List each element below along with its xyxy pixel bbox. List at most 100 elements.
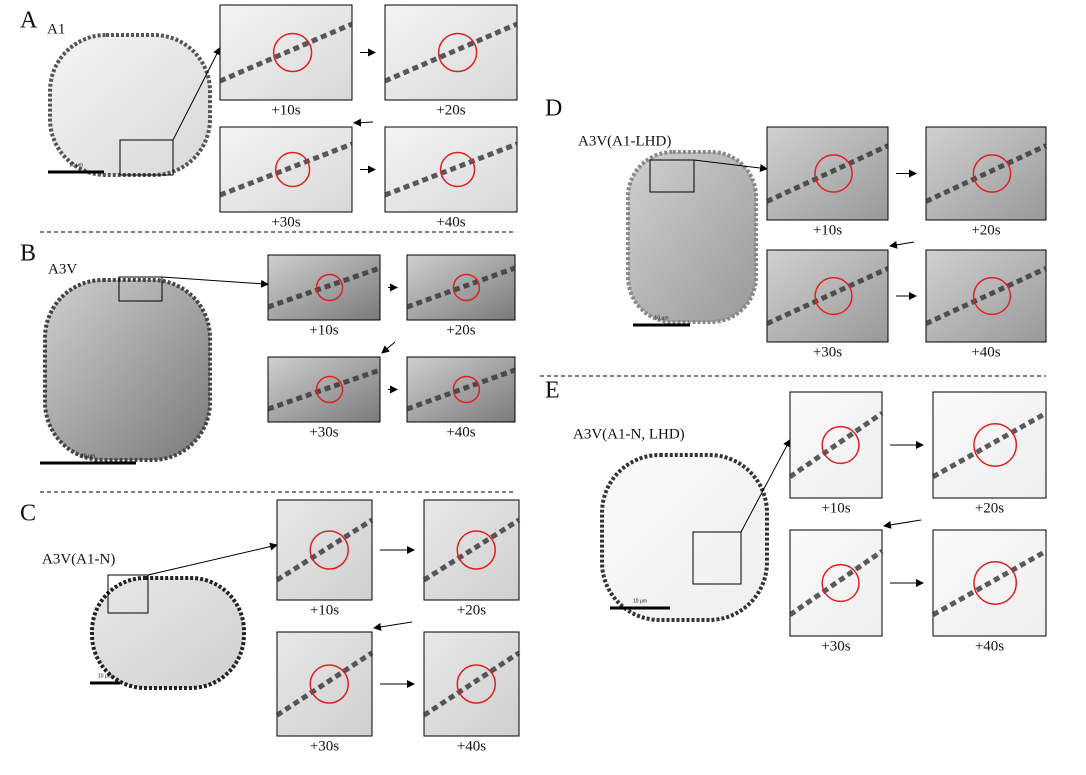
time-label: +10s	[813, 222, 842, 238]
highlight-circle	[972, 276, 1012, 316]
highlight-circle	[315, 375, 344, 404]
time-label: +30s	[271, 214, 300, 230]
time-label: +30s	[310, 738, 339, 754]
cell-image	[48, 33, 212, 177]
membrane	[219, 21, 353, 84]
time-label: +30s	[813, 344, 842, 360]
time-label: +10s	[310, 602, 339, 618]
construct-label: A3V(A1-LHD)	[578, 133, 671, 149]
sequence-arrow	[883, 519, 922, 529]
time-label: +40s	[975, 638, 1004, 654]
time-label: +30s	[821, 638, 850, 654]
time-frame	[267, 254, 381, 321]
time-frame	[766, 126, 889, 221]
construct-label: A3V(A1-N)	[42, 551, 115, 567]
cell-image	[43, 278, 212, 462]
membrane	[406, 367, 516, 412]
time-frame	[267, 356, 381, 423]
scale-bar-label: 10 μm	[633, 598, 647, 604]
highlight-circle	[456, 530, 496, 570]
membrane	[765, 266, 890, 326]
highlight-circle	[272, 32, 313, 73]
zoom-line	[172, 46, 221, 141]
time-label: +40s	[446, 424, 475, 440]
highlight-circle	[456, 664, 496, 704]
zoom-line	[740, 438, 791, 533]
cell-image	[600, 453, 769, 622]
panel-letter: D	[545, 96, 562, 122]
time-frame	[406, 254, 516, 321]
membrane	[924, 143, 1048, 204]
time-label: +20s	[975, 500, 1004, 516]
highlight-circle	[315, 273, 344, 302]
cell-image	[90, 576, 246, 690]
membrane	[384, 141, 518, 198]
cell-image	[626, 150, 758, 324]
membrane	[275, 650, 374, 718]
time-label: +30s	[309, 424, 338, 440]
roi-box	[119, 139, 174, 176]
time-label: +20s	[971, 222, 1000, 238]
highlight-circle	[973, 423, 1018, 467]
highlight-circle	[274, 151, 311, 188]
construct-label: A1	[47, 21, 65, 37]
highlight-circle	[814, 276, 853, 316]
scale-bar-label: 10 μm	[81, 453, 95, 459]
membrane	[275, 517, 374, 583]
membrane	[267, 265, 381, 310]
highlight-circle	[452, 375, 481, 404]
panel-letter: A	[20, 8, 38, 34]
time-label: +20s	[457, 602, 486, 618]
sequence-arrow	[889, 240, 915, 249]
time-frame	[423, 499, 520, 601]
highlight-circle	[437, 32, 478, 73]
membrane	[219, 141, 353, 198]
scale-bar-label: 10 μm	[98, 673, 112, 679]
highlight-circle	[821, 425, 860, 465]
scale-bar-label: 10 μm	[655, 315, 669, 321]
time-label: +20s	[446, 322, 475, 338]
sequence-arrow	[353, 118, 374, 127]
membrane	[788, 549, 884, 617]
time-frame	[276, 631, 373, 737]
highlight-circle	[309, 664, 349, 704]
roi-box	[107, 574, 149, 614]
panel-letter: B	[20, 241, 36, 267]
highlight-circle	[972, 154, 1012, 193]
membrane	[931, 549, 1048, 617]
time-frame	[925, 126, 1047, 221]
time-label: +10s	[821, 500, 850, 516]
membrane	[422, 517, 521, 583]
panel-letter: C	[20, 501, 36, 527]
zoom-line	[693, 159, 768, 172]
sequence-arrow	[381, 341, 396, 354]
construct-label: A3V	[48, 261, 77, 277]
highlight-circle	[452, 273, 481, 302]
time-frame	[766, 249, 889, 343]
membrane	[765, 143, 890, 204]
zoom-line	[147, 542, 278, 576]
membrane	[384, 21, 518, 84]
membrane	[924, 266, 1048, 326]
roi-box	[649, 159, 695, 193]
zoom-line	[161, 276, 269, 288]
time-label: +40s	[436, 214, 465, 230]
time-frame	[406, 356, 516, 423]
time-label: +10s	[309, 322, 338, 338]
highlight-circle	[814, 154, 853, 193]
roi-box	[118, 276, 163, 302]
highlight-circle	[439, 151, 476, 188]
time-frame	[423, 631, 520, 737]
highlight-circle	[973, 561, 1018, 605]
time-label: +40s	[457, 738, 486, 754]
time-frame	[276, 499, 373, 601]
scale-bar-label: 10 μm	[69, 162, 83, 168]
roi-box	[692, 531, 742, 585]
membrane	[931, 411, 1048, 479]
membrane	[788, 411, 884, 479]
time-label: +40s	[971, 344, 1000, 360]
membrane	[422, 650, 521, 718]
highlight-circle	[309, 530, 349, 570]
time-label: +10s	[271, 102, 300, 118]
